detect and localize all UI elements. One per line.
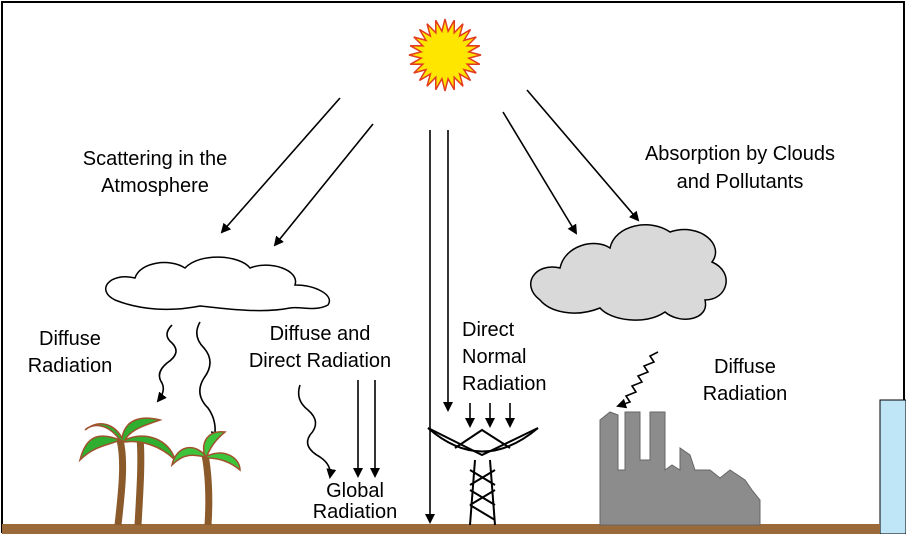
ground — [2, 524, 880, 534]
label: Direct — [462, 319, 515, 341]
wavy-arrow — [616, 351, 659, 409]
wavy-arrow — [156, 324, 177, 403]
trees — [78, 417, 241, 526]
buildings — [599, 411, 761, 526]
label: Normal — [462, 346, 526, 368]
label: Atmosphere — [101, 175, 209, 197]
cloud-gray — [529, 224, 727, 321]
label: Diffuse — [39, 328, 101, 350]
arrow — [220, 97, 341, 234]
arrow — [526, 89, 640, 222]
labels: Scattering in the Atmosphere Absorption by… — [28, 143, 835, 523]
label: Absorption by Clouds — [645, 143, 835, 165]
label: Radiation — [313, 501, 398, 523]
arrow — [273, 123, 374, 247]
cloud-white — [105, 256, 331, 312]
label: Direct Radiation — [249, 350, 391, 372]
label: and Pollutants — [677, 171, 804, 193]
side-box — [879, 399, 906, 535]
label: Scattering in the — [83, 148, 228, 170]
label: Global — [326, 480, 384, 502]
wavy-arrow — [297, 384, 337, 479]
label: Diffuse — [714, 356, 776, 378]
label: Radiation — [703, 383, 788, 405]
arrow — [502, 111, 578, 235]
label: Diffuse and — [270, 323, 371, 345]
sun — [408, 18, 482, 92]
label: Radiation — [462, 373, 547, 395]
dish-tower — [427, 427, 539, 526]
label: Radiation — [28, 355, 113, 377]
wavy-arrow — [196, 321, 221, 442]
